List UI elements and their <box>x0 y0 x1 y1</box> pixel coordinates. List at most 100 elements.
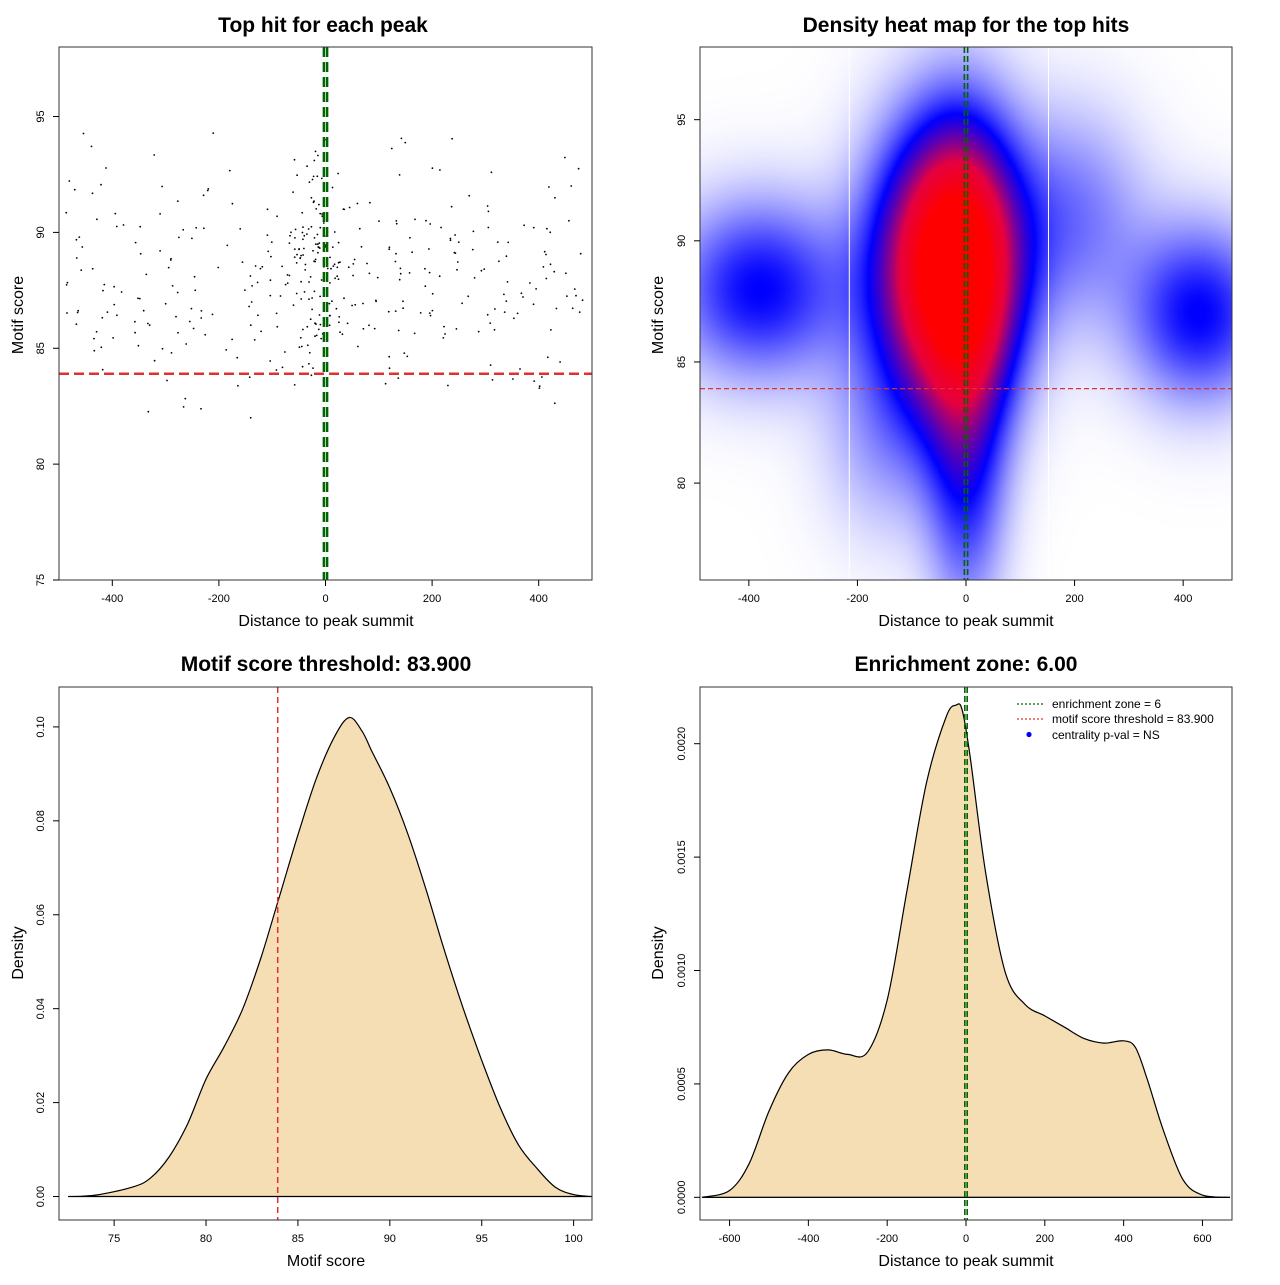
scatter-point <box>388 246 391 249</box>
scatter-point <box>139 225 142 228</box>
scatter-point <box>486 205 489 207</box>
scatter-point <box>289 234 291 237</box>
scatter-point <box>513 317 515 320</box>
scatter-point <box>328 324 331 327</box>
scatter-point <box>315 243 317 246</box>
scatter-point <box>300 345 303 348</box>
scatter-point <box>348 206 351 209</box>
scatter-point <box>505 255 508 258</box>
scatter-point <box>579 252 582 255</box>
scatter-point <box>467 295 470 298</box>
scatter-point <box>73 188 76 191</box>
scatter-point <box>398 278 401 281</box>
scatter-point <box>362 327 365 330</box>
scatter-point <box>286 282 289 284</box>
scatter-point <box>66 312 68 314</box>
scatter-point <box>373 327 376 330</box>
scatter-point <box>347 266 350 269</box>
score-density-curve <box>68 716 593 1198</box>
scatter-point <box>354 303 357 306</box>
scatter-point <box>397 329 400 332</box>
scatter-point <box>293 248 296 251</box>
scatter-plot-box <box>58 46 593 581</box>
scatter-point <box>103 283 106 286</box>
distance-density-x-tick-label: 400 <box>1114 1233 1132 1245</box>
scatter-point <box>399 272 402 275</box>
scatter-point <box>120 291 123 293</box>
scatter-point <box>338 321 340 324</box>
scatter-point <box>301 231 304 234</box>
scatter-y-tick-label: 75 <box>35 574 47 586</box>
scatter-point <box>80 269 83 271</box>
scatter-point <box>203 227 205 230</box>
scatter-point <box>388 367 391 370</box>
scatter-point <box>211 313 214 316</box>
scatter-point <box>398 174 401 176</box>
scatter-point <box>542 266 545 268</box>
scatter-point <box>304 263 307 266</box>
scatter-point <box>316 233 319 236</box>
scatter-point <box>546 356 549 359</box>
distance-density-x-tick-label: 200 <box>1036 1233 1054 1245</box>
scatter-point <box>493 328 496 331</box>
scatter-point <box>171 285 174 287</box>
scatter-point <box>456 268 458 271</box>
scatter-point <box>566 295 568 297</box>
scatter-point <box>257 314 259 317</box>
scatter-point <box>315 334 318 337</box>
scatter-point <box>520 292 523 295</box>
scatter-point <box>532 226 535 229</box>
heatmap-panel: Density heat map for the top hits Distan… <box>650 14 1233 630</box>
scatter-point <box>351 304 353 307</box>
scatter-point <box>570 185 573 187</box>
scatter-point <box>302 238 304 241</box>
scatter-point <box>313 237 316 239</box>
scatter-point <box>293 158 296 161</box>
scatter-point <box>456 261 459 263</box>
scatter-point <box>147 410 150 413</box>
scatter-point <box>91 267 94 270</box>
scatter-y-tick-label: 80 <box>35 458 47 470</box>
scatter-point <box>368 324 370 327</box>
distance-density-y-tick-label: 0.0015 <box>676 840 688 874</box>
legend-label-threshold: motif score threshold = 83.900 <box>1052 712 1214 726</box>
scatter-point <box>313 159 316 162</box>
scatter-point <box>532 303 535 306</box>
scatter-point <box>256 281 259 284</box>
scatter-point <box>244 289 246 291</box>
scatter-point <box>204 333 207 336</box>
scatter-point <box>254 265 257 267</box>
scatter-point <box>304 269 307 271</box>
scatter-point <box>480 269 483 272</box>
scatter-point <box>384 382 387 385</box>
scatter-point <box>538 387 541 389</box>
scatter-point <box>169 259 172 261</box>
scatter-point <box>226 244 229 247</box>
scatter-point <box>395 222 398 225</box>
scatter-point <box>122 224 125 226</box>
scatter-point <box>101 316 104 319</box>
scatter-point <box>153 154 156 156</box>
distance-density-y-tick-label: 0.0020 <box>676 727 688 761</box>
scatter-point <box>270 241 273 244</box>
scatter-point <box>322 222 325 224</box>
scatter-point <box>298 248 300 251</box>
heatmap-y-tick-label: 80 <box>676 477 688 489</box>
scatter-point <box>450 205 453 208</box>
scatter-point <box>164 302 167 305</box>
scatter-point <box>239 228 242 230</box>
scatter-point <box>249 275 252 277</box>
scatter-point <box>439 169 441 171</box>
scatter-point <box>301 211 304 214</box>
scatter-point <box>490 171 493 174</box>
scatter-point <box>281 265 283 268</box>
scatter-point <box>248 305 251 308</box>
scatter-point <box>320 337 323 340</box>
scatter-point <box>113 303 116 306</box>
scatter-point <box>553 402 556 405</box>
scatter-point <box>93 349 96 352</box>
scatter-point <box>284 351 286 353</box>
scatter-point <box>288 274 291 277</box>
heatmap-axes: -400 -200 0 200 400 80 85 90 95 <box>676 114 1192 605</box>
scatter-point <box>331 186 334 189</box>
